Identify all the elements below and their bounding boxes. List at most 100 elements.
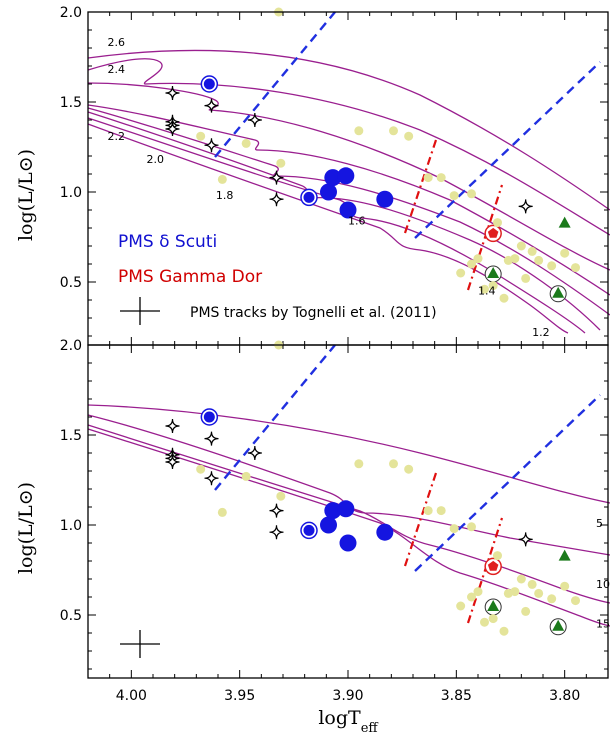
pale-dot-point-2 xyxy=(196,464,206,474)
y-tick-label-2: 1.0 xyxy=(60,518,82,534)
y-tick-label-1: 0.5 xyxy=(60,275,82,291)
bottom-star-markers xyxy=(165,340,580,636)
bottom-panel: 5 10 15 0.5 1.0 1.5 2.0 4.00 3.95 3.90 3.85 3.80 l… xyxy=(15,338,610,736)
four-point-star-point-1 xyxy=(165,418,180,434)
gamma-dor-red-edge xyxy=(466,184,504,291)
pale-dot-point-28 xyxy=(521,273,531,283)
delta-scuti-red-edge xyxy=(414,61,601,239)
bottom-instability-strip-edges xyxy=(214,344,601,624)
pale-dot-point-18 xyxy=(547,594,557,604)
bottom-y-axis-label: log(L/L⊙) xyxy=(15,482,37,574)
track-line-7 xyxy=(87,117,586,334)
track-label-2: 2.4 xyxy=(108,63,126,76)
track-line-1 xyxy=(87,404,610,504)
four-point-star-point-8 xyxy=(269,170,284,185)
green-triangle-point-2 xyxy=(484,265,502,283)
track-label-3: 15 xyxy=(596,618,610,631)
four-point-star-point-8 xyxy=(269,503,284,518)
gamma-dor-blue-edge xyxy=(403,469,439,567)
top-panel: 2.6 2.4 2.2 2.0 1.8 1.6 1.4 1.2 0.5 1.0 1.5 2.0 PM… xyxy=(15,5,610,346)
gamma-dor-red-edge xyxy=(466,517,504,624)
pale-dot-point-27 xyxy=(516,241,526,251)
pale-dot-point-18 xyxy=(547,261,557,271)
green-triangle-point-1 xyxy=(558,549,571,561)
pale-dot-point-6 xyxy=(354,459,364,469)
red-ringed-pentagon-point-1 xyxy=(484,224,502,243)
delta-scuti-blue-edge xyxy=(214,11,336,158)
pale-dot-point-13 xyxy=(493,551,502,561)
pale-dot-point-23 xyxy=(473,254,483,264)
pale-dot-point-4 xyxy=(217,174,227,184)
track-line-4 xyxy=(87,428,610,627)
track-label-4: 2.0 xyxy=(147,153,165,166)
blue-dot-point-3 xyxy=(337,500,355,518)
blue-dot-point-5 xyxy=(376,190,394,208)
pale-dot-point-16 xyxy=(527,579,537,589)
y-tick-label-2: 1.0 xyxy=(60,185,82,201)
pale-dot-point-28 xyxy=(521,606,531,616)
four-point-star-point-10 xyxy=(518,532,533,547)
green-triangle-point-3 xyxy=(549,285,567,303)
blue-dot-point-5 xyxy=(376,523,394,541)
four-point-star-point-5 xyxy=(204,98,219,113)
pale-dot-point-9 xyxy=(423,173,433,183)
top-track-labels: 2.6 2.4 2.2 2.0 1.8 1.6 1.4 1.2 xyxy=(108,36,550,339)
pale-dot-point-15 xyxy=(510,254,520,264)
top-axis-ticks: 0.5 1.0 1.5 2.0 xyxy=(60,5,609,345)
x-tick-label-2: 3.95 xyxy=(224,688,255,704)
x-tick-label-1: 4.00 xyxy=(116,688,147,704)
pale-dot-point-20 xyxy=(571,263,580,273)
bottom-isochrone-labels: 5 10 15 xyxy=(596,517,610,631)
track-label-3: 2.2 xyxy=(108,130,126,143)
x-axis-label: logTeff xyxy=(318,707,379,736)
pale-dot-point-24 xyxy=(480,284,489,294)
blue-ringed-dot-point-2 xyxy=(300,521,318,540)
delta-scuti-blue-edge xyxy=(214,344,336,491)
pale-dot-point-23 xyxy=(473,587,483,597)
green-triangle-point-2 xyxy=(484,598,502,616)
track-label-7: 1.4 xyxy=(478,285,496,298)
blue-ringed-dot-point-1 xyxy=(200,75,219,93)
blue-ringed-dot-point-2 xyxy=(300,188,318,207)
track-line-2 xyxy=(87,414,610,556)
pale-dot-point-17 xyxy=(534,255,544,265)
delta-scuti-red-edge xyxy=(414,394,601,572)
pale-dot-point-24 xyxy=(480,617,489,627)
four-point-star-point-1 xyxy=(165,85,180,101)
blue-ringed-dot-point-1 xyxy=(200,408,219,426)
bottom-error-bar xyxy=(120,630,160,658)
pale-dot-point-5 xyxy=(276,491,286,501)
track-line-3 xyxy=(87,424,610,604)
pale-dot-point-12 xyxy=(467,522,476,532)
y-tick-label-4: 2.0 xyxy=(60,338,82,354)
blue-dot-point-2 xyxy=(324,169,342,187)
pale-dot-point-15 xyxy=(510,587,520,597)
tracks-source-note: PMS tracks by Tognelli et al. (2011) xyxy=(190,305,437,321)
y-tick-label-4: 2.0 xyxy=(60,5,82,21)
four-point-star-point-9 xyxy=(269,192,284,207)
pale-dot-point-10 xyxy=(436,506,446,516)
pale-dot-point-11 xyxy=(449,191,459,201)
blue-dot-point-2 xyxy=(324,502,342,520)
pale-dot-point-22 xyxy=(467,259,476,269)
four-point-star-point-10 xyxy=(518,199,533,214)
gamma-dor-legend-label: PMS Gamma Dor xyxy=(118,267,262,287)
track-line-6 xyxy=(87,111,601,331)
green-triangle-point-1 xyxy=(558,216,571,228)
x-tick-label-3: 3.90 xyxy=(332,688,363,704)
four-point-star-point-5 xyxy=(204,431,219,446)
track-line-1 xyxy=(87,49,610,211)
x-tick-label-5: 3.80 xyxy=(549,688,580,704)
track-line-2 xyxy=(87,58,610,236)
pale-dot-point-25 xyxy=(488,281,498,291)
pale-dot-point-7 xyxy=(389,126,398,136)
track-label-8: 1.2 xyxy=(532,326,550,339)
bottom-isochrones xyxy=(87,404,610,627)
pale-dot-point-2 xyxy=(196,131,206,141)
pale-dot-point-10 xyxy=(436,173,446,183)
pale-dot-point-13 xyxy=(493,218,502,228)
blue-dot-point-1 xyxy=(320,516,337,534)
pale-dot-point-8 xyxy=(404,131,414,141)
track-label-1: 2.6 xyxy=(108,36,126,49)
top-y-axis-label: log(L/L⊙) xyxy=(15,149,37,241)
